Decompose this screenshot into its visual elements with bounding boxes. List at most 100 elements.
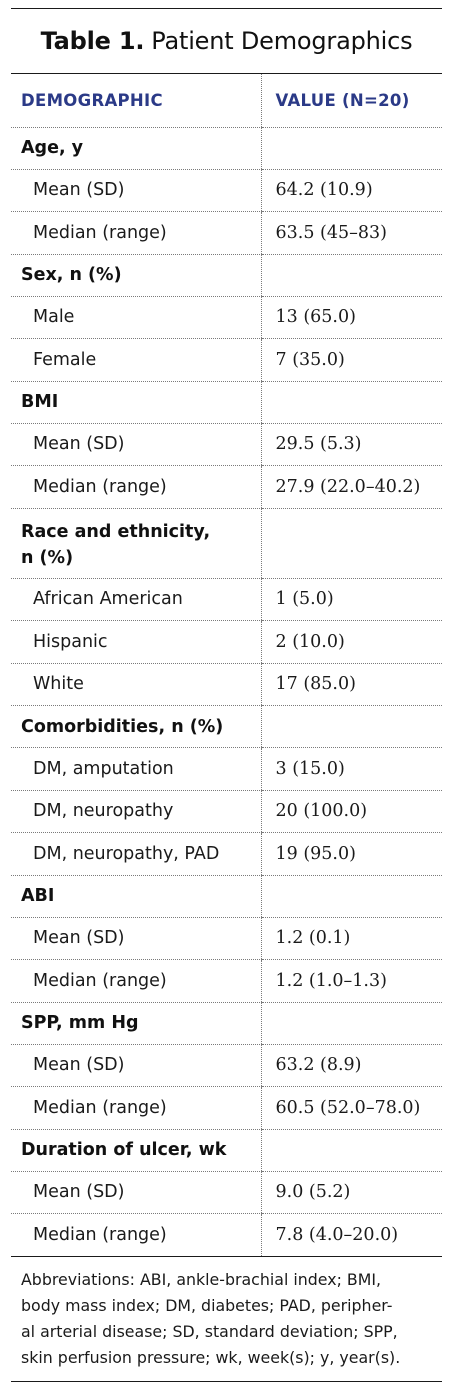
column-header-demographic: DEMOGRAPHIC: [11, 74, 261, 128]
row-value: 63.2 (8.9): [260, 1044, 442, 1087]
column-header-value: VALUE (N=20): [260, 74, 442, 128]
row-label: DM, neuropathy, PAD: [11, 832, 261, 876]
row-value: 64.2 (10.9): [260, 169, 442, 212]
table-title: Table 1. Patient Demographics: [11, 9, 442, 73]
label-text: DM, neuropathy: [33, 801, 174, 822]
table-row: Mean (SD) 29.5 (5.3): [11, 423, 442, 466]
row-label: Mean (SD): [11, 1044, 261, 1087]
table-row: Median (range) 63.5 (45–83): [11, 211, 442, 255]
label-text: African American: [33, 589, 183, 610]
label-text: Duration of ulcer, wk: [21, 1140, 227, 1160]
table-row: DM, neuropathy 20 (100.0): [11, 790, 442, 833]
table-row: Mean (SD) 9.0 (5.2): [11, 1171, 442, 1214]
table-row: Hispanic 2 (10.0): [11, 620, 442, 664]
label-text: Sex, n (%): [21, 265, 122, 285]
section-label: Sex, n (%): [11, 254, 261, 297]
label-text: Mean (SD): [33, 1182, 125, 1203]
row-value: [260, 1002, 442, 1045]
row-value: 17 (85.0): [260, 663, 442, 706]
row-value: [260, 254, 442, 297]
table-row: Median (range) 27.9 (22.0–40.2): [11, 465, 442, 509]
section-label: BMI: [11, 381, 261, 424]
label-text: ABI: [21, 886, 55, 906]
label-text: DM, amputation: [33, 758, 174, 779]
table-row: Median (range) 7.8 (4.0–20.0): [11, 1213, 442, 1257]
row-value: 19 (95.0): [260, 832, 442, 876]
footnote-line: body mass index; DM, diabetes; PAD, peri…: [21, 1295, 393, 1315]
table-row: Female 7 (35.0): [11, 338, 442, 382]
table-row: Male 13 (65.0): [11, 296, 442, 339]
row-value: [260, 1129, 442, 1172]
row-label: African American: [11, 578, 261, 621]
table-row: Mean (SD) 64.2 (10.9): [11, 169, 442, 212]
section-label: ABI: [11, 875, 261, 918]
row-value: 29.5 (5.3): [260, 423, 442, 466]
table-title-text: Patient Demographics: [151, 27, 413, 55]
label-text: DM, neuropathy, PAD: [33, 843, 220, 864]
row-label: Male: [11, 296, 261, 339]
row-label: Female: [11, 338, 261, 382]
row-label: DM, neuropathy: [11, 790, 261, 833]
row-value: 20 (100.0): [260, 790, 442, 833]
label-text: White: [33, 674, 84, 695]
label-text: SPP, mm Hg: [21, 1013, 139, 1033]
row-value: [260, 705, 442, 748]
row-value: 1 (5.0): [260, 578, 442, 621]
row-label: Mean (SD): [11, 917, 261, 960]
row-label: Median (range): [11, 1213, 261, 1257]
table-footnote: Abbreviations: ABI, ankle-brachial index…: [11, 1257, 442, 1371]
end-rule: [11, 1380, 442, 1382]
label-text: Age, y: [21, 138, 84, 158]
document-page: Table 1. Patient Demographics DEMOGRAPHI…: [11, 8, 442, 1390]
table-row: Mean (SD) 63.2 (8.9): [11, 1044, 442, 1087]
label-text: Hispanic: [33, 631, 108, 652]
title-rule: [11, 73, 442, 74]
table-row: Median (range) 60.5 (52.0–78.0): [11, 1086, 442, 1130]
section-label: Age, y: [11, 127, 261, 170]
table-header-row: DEMOGRAPHIC VALUE (N=20): [11, 74, 442, 128]
table-section-row: Duration of ulcer, wk: [11, 1129, 442, 1172]
label-text: Median (range): [33, 222, 167, 243]
row-value: 13 (65.0): [260, 296, 442, 339]
section-label: SPP, mm Hg: [11, 1002, 261, 1045]
section-label: Race and ethnicity, n (%): [11, 508, 261, 579]
table-section-row: BMI: [11, 381, 442, 424]
label-text: Mean (SD): [33, 928, 125, 949]
table-title-label: Table 1.: [40, 27, 145, 55]
table-row: Median (range) 1.2 (1.0–1.3): [11, 959, 442, 1003]
row-value: 63.5 (45–83): [260, 211, 442, 255]
label-text: Median (range): [33, 476, 167, 497]
row-value: 9.0 (5.2): [260, 1171, 442, 1214]
row-value: [260, 508, 442, 579]
row-value: 1.2 (0.1): [260, 917, 442, 960]
row-label: Hispanic: [11, 620, 261, 664]
table-section-row: Comorbidities, n (%): [11, 705, 442, 748]
table-row: African American 1 (5.0): [11, 578, 442, 621]
label-text: Male: [33, 307, 75, 328]
footnote-line: skin perfusion pressure; wk, week(s); y,…: [21, 1347, 401, 1367]
label-text-line2: n (%): [21, 548, 74, 568]
row-label: White: [11, 663, 261, 706]
row-value: 3 (15.0): [260, 747, 442, 791]
demographics-table: DEMOGRAPHIC VALUE (N=20) Age, y Mean (SD)…: [11, 74, 442, 1257]
table-row: DM, neuropathy, PAD 19 (95.0): [11, 832, 442, 876]
label-text: Comorbidities, n (%): [21, 716, 224, 737]
row-value: 27.9 (22.0–40.2): [260, 465, 442, 509]
row-label: Median (range): [11, 465, 261, 509]
top-rule: [11, 8, 442, 9]
label-text: Female: [33, 349, 97, 370]
row-value: [260, 875, 442, 918]
table-row: DM, amputation 3 (15.0): [11, 747, 442, 791]
row-label: DM, amputation: [11, 747, 261, 791]
footnote-line: al arterial disease; SD, standard deviat…: [21, 1321, 398, 1341]
row-label: Median (range): [11, 211, 261, 255]
table-row: Mean (SD) 1.2 (0.1): [11, 917, 442, 960]
row-value: [260, 381, 442, 424]
section-label: Duration of ulcer, wk: [11, 1129, 261, 1172]
table-section-row: Race and ethnicity, n (%): [11, 508, 442, 579]
row-value: 7.8 (4.0–20.0): [260, 1213, 442, 1257]
label-text: Mean (SD): [33, 1055, 125, 1076]
row-value: 60.5 (52.0–78.0): [260, 1086, 442, 1130]
footnote-line: Abbreviations: ABI, ankle-brachial index…: [21, 1269, 382, 1289]
row-label: Mean (SD): [11, 169, 261, 212]
